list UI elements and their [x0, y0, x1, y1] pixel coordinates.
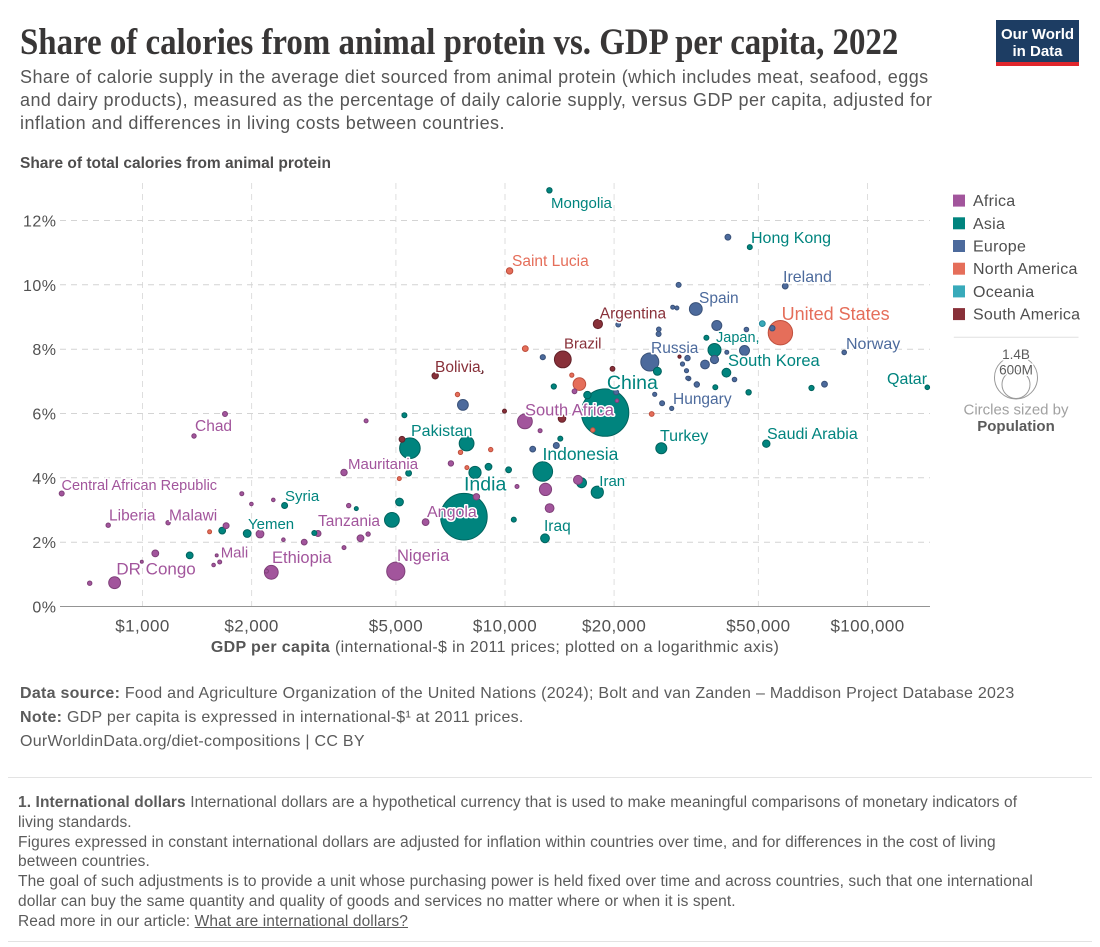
svg-text:Tanzania: Tanzania [318, 513, 380, 530]
svg-text:South Africa: South Africa [525, 402, 615, 420]
svg-text:Europe: Europe [973, 239, 1026, 256]
svg-text:Mongolia: Mongolia [551, 195, 613, 212]
svg-text:India: India [464, 474, 506, 496]
svg-text:$10,000: $10,000 [473, 617, 537, 636]
svg-text:Iran: Iran [599, 473, 625, 490]
svg-text:Ethiopia: Ethiopia [272, 549, 332, 567]
svg-text:Ireland: Ireland [783, 269, 832, 286]
svg-text:Turkey: Turkey [660, 428, 708, 445]
svg-text:0%: 0% [32, 600, 56, 617]
svg-text:China: China [607, 372, 658, 394]
svg-text:Nigeria: Nigeria [397, 547, 450, 565]
svg-text:Pakistan: Pakistan [411, 423, 472, 440]
svg-text:Saudi Arabia: Saudi Arabia [767, 426, 858, 443]
svg-text:4%: 4% [32, 471, 56, 488]
svg-text:$2,000: $2,000 [224, 617, 278, 636]
svg-text:Saint Lucia: Saint Lucia [512, 253, 589, 270]
svg-text:Malawi: Malawi [169, 508, 217, 525]
svg-text:Indonesia: Indonesia [543, 444, 619, 464]
svg-text:Mauritania: Mauritania [348, 456, 419, 473]
svg-text:Circles sized by: Circles sized by [963, 402, 1069, 419]
svg-text:DR Congo: DR Congo [116, 560, 195, 579]
svg-text:South Korea: South Korea [728, 352, 821, 370]
svg-text:$5,000: $5,000 [369, 617, 423, 636]
svg-text:GDP per capita (international-: GDP per capita (international-$ in 2011 … [211, 639, 779, 656]
svg-text:$20,000: $20,000 [582, 617, 646, 636]
svg-text:United States: United States [782, 304, 890, 324]
svg-text:Syria: Syria [285, 488, 320, 505]
svg-text:Africa: Africa [973, 193, 1015, 210]
svg-text:Iraq: Iraq [544, 518, 571, 535]
svg-text:Bolivia: Bolivia [435, 359, 481, 376]
svg-text:$1,000: $1,000 [115, 617, 169, 636]
svg-text:Oceania: Oceania [973, 284, 1034, 301]
svg-text:8%: 8% [32, 342, 56, 359]
svg-text:Asia: Asia [973, 216, 1005, 233]
svg-text:Chad: Chad [195, 418, 232, 435]
svg-text:Liberia: Liberia [109, 508, 156, 525]
svg-text:South America: South America [973, 307, 1080, 324]
svg-text:Mali: Mali [221, 545, 249, 562]
svg-text:Russia: Russia [651, 340, 699, 357]
svg-text:1.4B: 1.4B [1002, 347, 1030, 362]
svg-text:Argentina: Argentina [600, 306, 667, 323]
svg-text:Brazil: Brazil [564, 336, 602, 353]
svg-text:$100,000: $100,000 [830, 617, 904, 636]
svg-text:North America: North America [973, 261, 1078, 278]
svg-text:12%: 12% [23, 214, 57, 231]
svg-text:600M: 600M [999, 363, 1033, 378]
svg-text:$50,000: $50,000 [726, 617, 790, 636]
svg-text:Yemen: Yemen [248, 516, 294, 533]
svg-text:Japan,: Japan, [716, 330, 760, 346]
svg-text:Population: Population [977, 418, 1055, 435]
svg-text:Hong Kong: Hong Kong [751, 230, 831, 247]
svg-text:10%: 10% [23, 278, 57, 295]
svg-text:Hungary: Hungary [673, 391, 732, 408]
svg-text:Central African Republic: Central African Republic [62, 478, 218, 494]
svg-text:Norway: Norway [846, 336, 900, 353]
svg-text:Qatar: Qatar [887, 371, 928, 388]
svg-text:6%: 6% [32, 407, 56, 424]
svg-text:Spain: Spain [699, 290, 739, 307]
svg-text:Angola: Angola [427, 504, 477, 521]
svg-text:2%: 2% [32, 535, 56, 552]
